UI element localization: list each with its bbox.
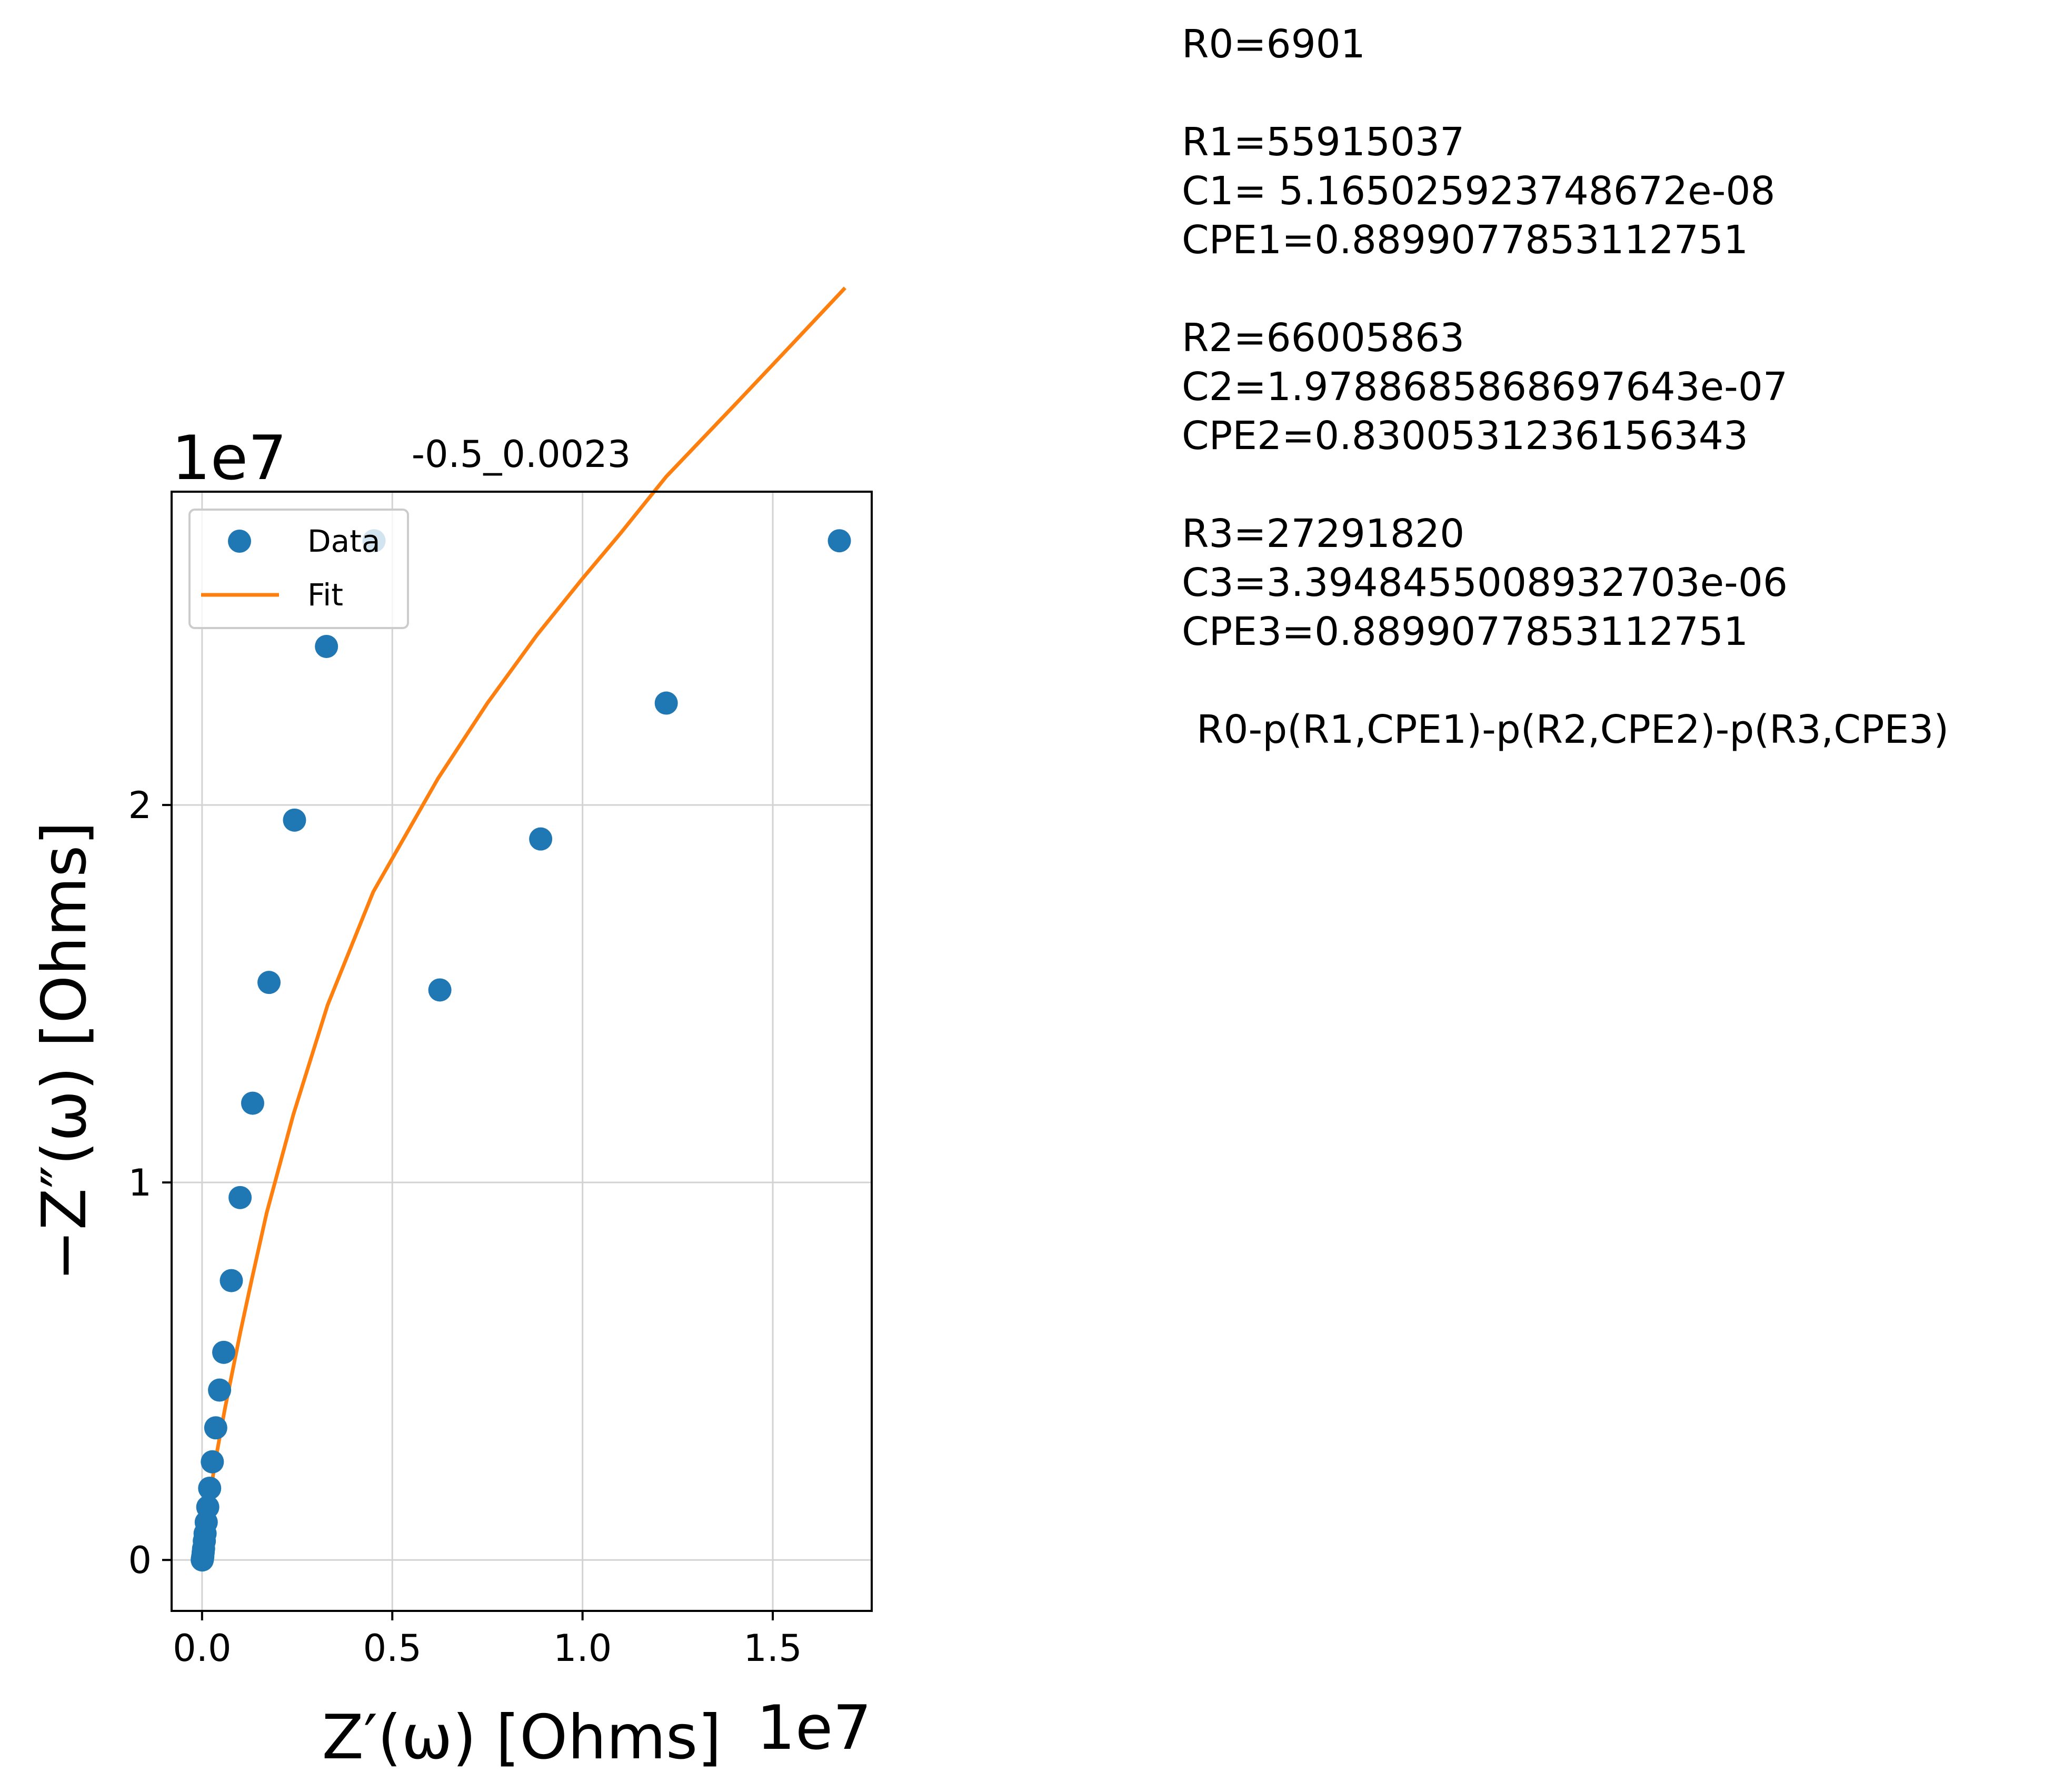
data-point	[212, 1340, 236, 1364]
legend: Data Fit	[188, 509, 409, 629]
parameter-line: R1=55915037	[1182, 120, 1465, 165]
axis-ticks: 0.0 0.5 1.0 1.5 0 1 2	[128, 784, 802, 1670]
data-point	[315, 634, 338, 658]
data-point	[208, 1378, 232, 1402]
parameter-spacer	[1182, 656, 1949, 705]
parameter-line: R3=27291820	[1182, 511, 1465, 556]
y-axis-label: −Z″(ω) [Ohms]	[29, 821, 100, 1281]
y-tick-label: 2	[128, 784, 152, 827]
data-point	[257, 971, 281, 994]
legend-data-label: Data	[307, 523, 381, 559]
parameter-line: CPE1=0.8899077853112751	[1182, 217, 1749, 263]
parameter-line: C2=1.9788685868697643e-07	[1182, 364, 1788, 410]
data-point	[827, 529, 851, 553]
parameter-spacer	[1182, 265, 1949, 314]
data-point	[198, 1476, 222, 1500]
x-offset-label: 1e7	[756, 1693, 872, 1764]
data-series	[191, 529, 851, 1572]
data-point	[241, 1091, 264, 1115]
data-point	[196, 1495, 220, 1519]
parameter-line: C1= 5.165025923748672e-08	[1182, 168, 1776, 214]
data-point	[654, 691, 678, 715]
parameter-spacer	[1182, 461, 1949, 510]
x-tick-label: 0.5	[363, 1627, 422, 1670]
x-axis-label: Z′(ω) [Ohms]	[322, 1702, 721, 1773]
data-point	[204, 1416, 227, 1440]
legend-data-marker	[228, 530, 251, 553]
y-tick-label: 0	[128, 1539, 152, 1582]
chart-title: -0.5_0.0023	[412, 433, 631, 476]
parameter-line: R2=66005863	[1182, 315, 1465, 361]
parameter-line: CPE3=0.8899077853112751	[1182, 609, 1749, 654]
y-tick-label: 1	[128, 1161, 152, 1204]
plot-frame	[171, 491, 873, 1612]
x-tick-label: 0.0	[173, 1627, 231, 1670]
data-point	[529, 827, 553, 851]
parameter-spacer	[1182, 69, 1949, 118]
fit-series	[200, 286, 846, 1560]
fit-line	[200, 286, 846, 1560]
data-point	[220, 1269, 243, 1292]
x-tick-label: 1.5	[743, 1627, 802, 1670]
parameter-line: R0=6901	[1182, 22, 1365, 67]
data-point	[201, 1450, 224, 1474]
x-tick-label: 1.0	[553, 1627, 612, 1670]
data-point	[283, 808, 306, 832]
circuit-string: R0-p(R1,CPE1)-p(R2,CPE2)-p(R3,CPE3)	[1196, 707, 1949, 752]
parameter-line: CPE2=0.8300531236156343	[1182, 413, 1749, 459]
fit-parameters: R0=6901 R1=55915037 C1= 5.165025923748672e…	[1182, 20, 1949, 754]
grid-lines	[172, 492, 872, 1611]
legend-fit-label: Fit	[307, 577, 343, 613]
parameter-line: C3=3.3948455008932703e-06	[1182, 560, 1788, 605]
y-offset-label: 1e7	[172, 423, 287, 494]
data-point	[428, 978, 452, 1002]
data-point	[228, 1186, 252, 1209]
